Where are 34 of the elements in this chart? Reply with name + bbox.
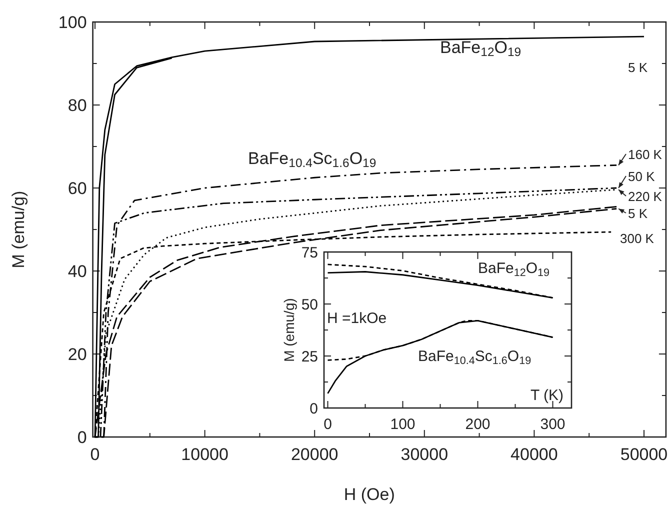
y-axis-title: M (emu/g) — [9, 190, 28, 268]
y-tick-label: 100 — [58, 12, 87, 32]
series-label: 5 K — [628, 206, 648, 221]
y-tick-label: 25 — [301, 348, 318, 366]
y-tick-label: 20 — [68, 344, 87, 364]
annotation: BaFe$_{10.4}$Sc$_{1.6}$O$_{19}$ — [248, 149, 376, 170]
series-label: 300 K — [620, 231, 654, 246]
x-tick-label: 0 — [90, 445, 100, 464]
x-tick-label: 20000 — [290, 445, 338, 464]
x-tick-label: 100 — [390, 416, 416, 433]
y-tick-label: 75 — [301, 244, 318, 262]
y-tick-label: 50 — [301, 296, 318, 314]
series-label: 220 K — [628, 189, 662, 204]
annotation: BaFe$_{10.4}$Sc$_{1.6}$O$_{19}$ — [418, 348, 532, 367]
annotation: H =1kOe — [327, 310, 387, 327]
y-tick-label: 60 — [68, 178, 87, 198]
y-tick-label: 40 — [68, 262, 87, 281]
annotation: BaFe$_{12}$O$_{19}$ — [478, 260, 550, 279]
y-tick-label: 0 — [310, 400, 318, 418]
x-tick-label: 0 — [324, 416, 332, 433]
x-tick-label: 300 — [540, 416, 566, 433]
series-label: 5 K — [628, 60, 648, 75]
series-label: 50 K — [628, 169, 656, 184]
y-axis-title: M (emu/g) — [281, 298, 297, 362]
x-axis-title: T (K) — [530, 387, 564, 404]
x-tick-label: 200 — [465, 416, 490, 433]
annotation: BaFe$_{12}$O$_{19}$ — [440, 38, 522, 59]
x-tick-label: 10000 — [181, 445, 228, 464]
series-label: 160 K — [628, 147, 662, 162]
x-tick-label: 40000 — [510, 445, 558, 464]
x-axis-title: H (Oe) — [344, 485, 395, 504]
x-tick-label: 30000 — [400, 445, 448, 464]
y-tick-label: 80 — [68, 96, 87, 115]
x-tick-label: 50000 — [620, 445, 668, 464]
